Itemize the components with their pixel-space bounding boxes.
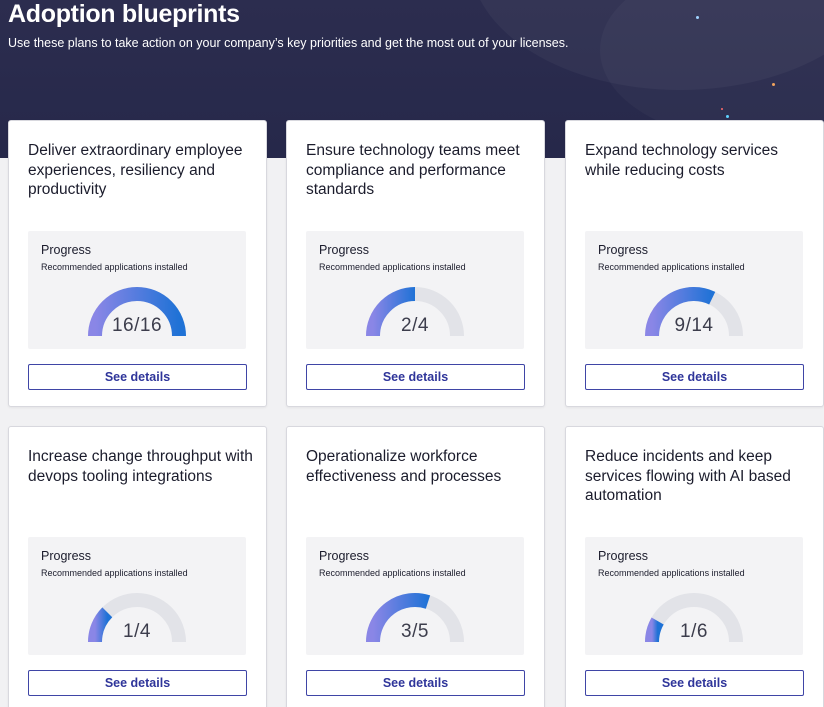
progress-gauge — [366, 593, 464, 643]
progress-panel: Progress Recommended applications instal… — [28, 537, 246, 655]
see-details-button[interactable]: See details — [306, 670, 525, 696]
sparkle-icon — [726, 115, 729, 118]
gauge-fill — [88, 607, 113, 643]
see-details-button[interactable]: See details — [28, 670, 247, 696]
progress-value: 1/4 — [123, 621, 151, 642]
card-title: Operationalize workforce effectiveness a… — [306, 448, 502, 485]
see-details-button[interactable]: See details — [585, 670, 804, 696]
progress-value: 3/5 — [401, 621, 429, 642]
see-details-button[interactable]: See details — [585, 364, 804, 390]
card-title: Reduce incidents and keep services flowi… — [585, 448, 791, 504]
progress-subtitle: Recommended applications installed — [598, 568, 745, 578]
progress-panel: Progress Recommended applications instal… — [585, 537, 803, 655]
progress-label: Progress — [41, 549, 92, 563]
gauge-fill — [366, 593, 431, 643]
card-title: Ensure technology teams meet compliance … — [306, 142, 520, 198]
gauge-fill — [645, 617, 664, 643]
progress-label: Progress — [319, 549, 370, 563]
progress-value: 9/14 — [674, 315, 714, 336]
page-title: Adoption blueprints — [8, 0, 240, 28]
see-details-button[interactable]: See details — [28, 364, 247, 390]
progress-label: Progress — [598, 549, 649, 563]
card-title: Deliver extraordinary employee experienc… — [28, 142, 243, 198]
progress-value: 2/4 — [401, 315, 429, 336]
progress-gauge — [88, 593, 186, 643]
blueprint-card: Expand technology services while reducin… — [565, 120, 824, 407]
progress-label: Progress — [41, 243, 92, 257]
progress-label: Progress — [598, 243, 649, 257]
card-title: Expand technology services while reducin… — [585, 142, 779, 179]
progress-subtitle: Recommended applications installed — [319, 568, 466, 578]
progress-subtitle: Recommended applications installed — [319, 262, 466, 272]
gauge-fill — [645, 287, 716, 337]
page-subtitle: Use these plans to take action on your c… — [8, 36, 569, 50]
progress-gauge — [645, 287, 743, 337]
progress-gauge — [88, 287, 186, 337]
sparkle-icon — [696, 16, 699, 19]
blueprint-card: Increase change throughput with devops t… — [8, 426, 267, 707]
blueprint-card: Deliver extraordinary employee experienc… — [8, 120, 267, 407]
blueprint-card: Ensure technology teams meet compliance … — [286, 120, 545, 407]
progress-value: 16/16 — [111, 315, 163, 336]
progress-subtitle: Recommended applications installed — [41, 568, 188, 578]
see-details-button[interactable]: See details — [306, 364, 525, 390]
progress-subtitle: Recommended applications installed — [41, 262, 188, 272]
progress-label: Progress — [319, 243, 370, 257]
blueprint-card: Reduce incidents and keep services flowi… — [565, 426, 824, 707]
progress-panel: Progress Recommended applications instal… — [585, 231, 803, 349]
blueprint-card: Operationalize workforce effectiveness a… — [286, 426, 545, 707]
progress-panel: Progress Recommended applications instal… — [306, 231, 524, 349]
progress-panel: Progress Recommended applications instal… — [306, 537, 524, 655]
banner-decoration — [600, 0, 824, 140]
progress-gauge — [645, 593, 743, 643]
gauge-fill — [366, 287, 416, 337]
sparkle-icon — [772, 83, 775, 86]
progress-value: 1/6 — [680, 621, 708, 642]
progress-gauge — [366, 287, 464, 337]
sparkle-icon — [721, 108, 723, 110]
gauge-fill — [88, 287, 186, 337]
card-title: Increase change throughput with devops t… — [28, 448, 253, 485]
progress-panel: Progress Recommended applications instal… — [28, 231, 246, 349]
progress-subtitle: Recommended applications installed — [598, 262, 745, 272]
